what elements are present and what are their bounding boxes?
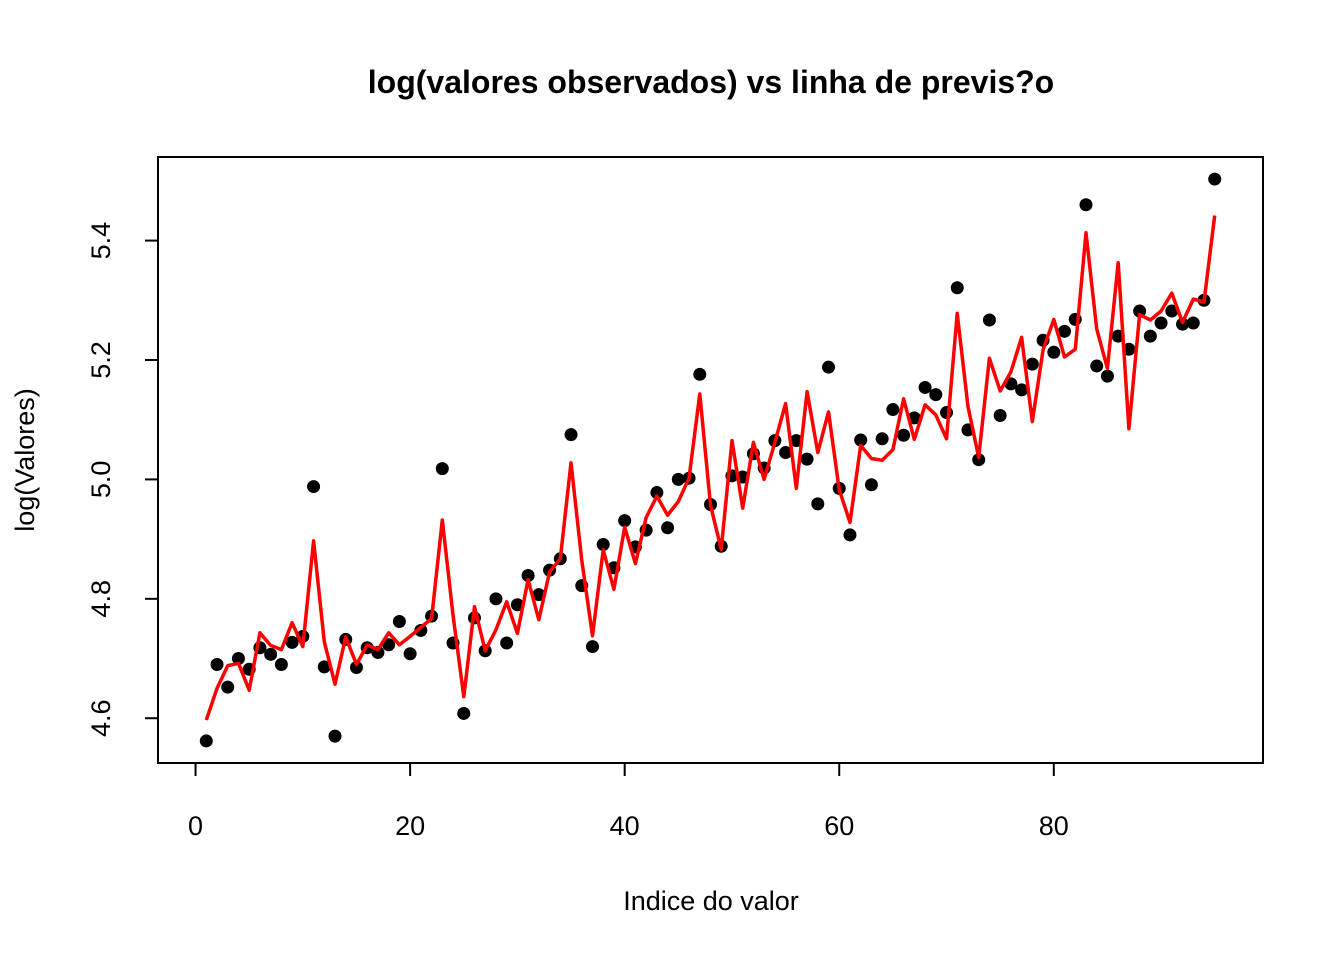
y-tick-label: 5.0 — [86, 461, 116, 499]
observed-point — [328, 729, 342, 743]
x-tick-label: 60 — [824, 811, 854, 841]
observed-point — [199, 734, 213, 748]
observed-point — [264, 647, 278, 661]
y-tick-label: 4.6 — [86, 699, 116, 737]
observed-point — [1165, 304, 1179, 318]
observed-point — [671, 472, 685, 486]
y-axis: 4.6 4.8 5.0 5.2 5.4 — [86, 222, 159, 737]
observed-point — [950, 281, 964, 295]
x-axis: 0 20 40 60 80 — [188, 762, 1069, 841]
observed-point — [307, 480, 321, 494]
observed-point — [221, 680, 235, 694]
observed-point — [564, 428, 578, 442]
y-tick-label: 4.8 — [86, 580, 116, 618]
observed-point — [918, 380, 932, 394]
observed-point — [1154, 316, 1168, 330]
observed-point — [317, 660, 331, 674]
observed-point — [510, 598, 524, 612]
observed-point — [982, 313, 996, 327]
observed-point — [403, 647, 417, 661]
observed-point — [210, 657, 224, 671]
observed-point — [875, 432, 889, 446]
observed-point — [435, 462, 449, 476]
observed-point — [1025, 357, 1039, 371]
observed-point — [392, 615, 406, 629]
observed-point — [822, 360, 836, 374]
x-axis-label: Indice do valor — [623, 886, 799, 916]
observed-point — [811, 497, 825, 511]
x-tick-label: 40 — [610, 811, 640, 841]
x-tick-label: 0 — [188, 811, 203, 841]
observed-point — [1176, 317, 1190, 331]
observed-point — [1079, 198, 1093, 212]
observed-point — [661, 521, 675, 535]
observed-point — [349, 660, 363, 674]
chart-title: log(valores observados) vs linha de prev… — [368, 64, 1054, 100]
observed-points — [199, 172, 1222, 748]
observed-point — [1143, 329, 1157, 343]
observed-point — [382, 638, 396, 652]
observed-point — [1208, 172, 1222, 186]
observed-point — [864, 478, 878, 492]
observed-point — [285, 635, 299, 649]
observed-point — [1047, 345, 1061, 359]
observed-point — [414, 623, 428, 637]
y-tick-label: 5.4 — [86, 222, 116, 260]
observed-point — [500, 636, 514, 650]
observed-point — [800, 452, 814, 466]
observed-point — [1100, 369, 1114, 383]
observed-point — [843, 528, 857, 542]
observed-point — [618, 514, 632, 528]
observed-point — [521, 569, 535, 583]
observed-point — [1186, 316, 1200, 330]
observed-point — [897, 428, 911, 442]
observed-point — [886, 403, 900, 417]
observed-point — [650, 486, 664, 500]
observed-point — [993, 409, 1007, 423]
y-tick-label: 5.2 — [86, 341, 116, 379]
observed-point — [1015, 383, 1029, 397]
observed-point — [693, 367, 707, 381]
observed-point — [854, 433, 868, 447]
observed-point — [779, 446, 793, 460]
observed-point — [585, 640, 599, 654]
prediction-line — [204, 215, 1217, 721]
observed-point — [596, 537, 610, 551]
observed-point — [940, 406, 954, 420]
observed-point — [489, 592, 503, 606]
observed-point — [1090, 359, 1104, 373]
observed-point — [1058, 324, 1072, 338]
observed-point — [231, 652, 245, 666]
x-tick-label: 80 — [1039, 811, 1069, 841]
observed-point — [274, 657, 288, 671]
observed-point — [929, 388, 943, 402]
observed-point — [972, 453, 986, 467]
x-tick-label: 20 — [395, 811, 425, 841]
y-axis-label: log(Valores) — [10, 388, 40, 532]
observed-point — [457, 706, 471, 720]
